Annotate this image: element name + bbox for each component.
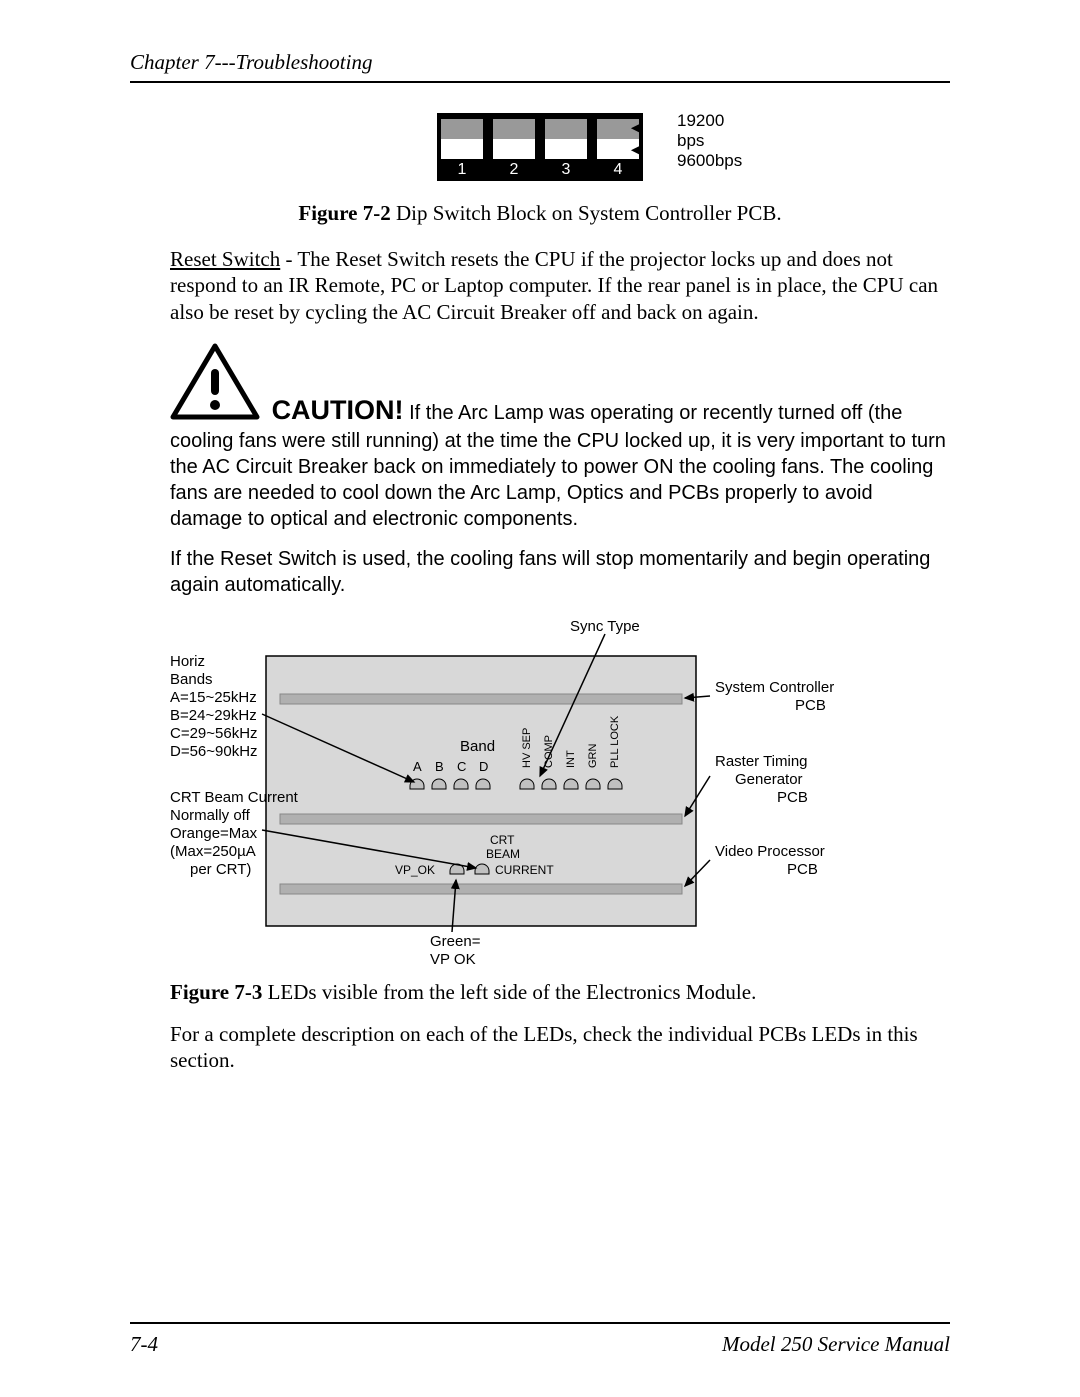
reset-rest: - The Reset Switch resets the CPU if the… [170,247,938,324]
svg-text:CRT: CRT [490,833,515,847]
svg-text:per CRT): per CRT) [190,861,251,878]
caution-block: CAUTION! If the Arc Lamp was operating o… [130,343,950,532]
svg-text:Bands: Bands [170,671,213,688]
page-number: 7-4 [130,1332,158,1357]
page-footer: 7-4 Model 250 Service Manual [130,1322,950,1357]
svg-text:C=29~56kHz: C=29~56kHz [170,725,258,742]
arrow-left-icon: ◄ [627,139,647,162]
svg-text:System Controller: System Controller [715,679,834,696]
caution-word: CAUTION! [272,395,404,425]
svg-text:CURRENT: CURRENT [495,863,554,877]
figure-2-wrap: Band ABCD HV SEP COMP INT GRN PLL LOCK CRTBEAM V… [130,616,950,966]
warning-triangle-icon [170,343,260,428]
reset-lead: Reset Switch [170,247,280,271]
dip-bottom-3 [545,139,587,159]
figure2-text: LEDs visible from the left side of the E… [262,980,756,1004]
page-header: Chapter 7---Troubleshooting [130,50,950,83]
svg-text:C: C [457,759,466,774]
svg-text:Raster Timing: Raster Timing [715,753,808,770]
svg-text:BEAM: BEAM [486,847,520,861]
svg-text:PLL LOCK: PLL LOCK [609,715,621,768]
svg-text:VP_OK: VP_OK [395,863,435,877]
dip-num-1: 1 [458,161,467,179]
dip-bottom-2 [493,139,535,159]
dip-num-3: 3 [562,161,571,179]
figure-1-wrap: 1 2 3 4 [130,113,950,181]
svg-text:Green=: Green= [430,933,481,950]
dip-switch-block: 1 2 3 4 [437,113,643,181]
svg-text:Generator: Generator [735,771,803,788]
dip-top-3 [545,119,587,139]
dip-num-4: 4 [614,161,623,179]
electronics-module-diagram: Band ABCD HV SEP COMP INT GRN PLL LOCK CRTBEAM V… [170,616,870,966]
svg-text:PCB: PCB [787,861,818,878]
manual-name: Model 250 Service Manual [722,1332,950,1357]
svg-text:B: B [435,759,444,774]
svg-text:COMP: COMP [543,735,555,768]
svg-text:B=24~29kHz: B=24~29kHz [170,707,257,724]
dip-top-1 [441,119,483,139]
dip-cell-1: 1 [441,119,483,179]
figure2-caption: Figure 7-3 LEDs visible from the left si… [130,980,950,1005]
svg-text:Normally off: Normally off [170,807,251,824]
reset-paragraph: Reset Switch - The Reset Switch resets t… [130,246,950,325]
svg-text:PCB: PCB [795,697,826,714]
dip-label-top: 19200 bps [677,111,742,151]
svg-text:INT: INT [565,750,577,768]
svg-text:CRT Beam Current: CRT Beam Current [170,789,299,806]
figure1-text: Dip Switch Block on System Controller PC… [391,201,782,225]
dip-labels: 19200 bps 9600bps [677,111,742,171]
dip-switch-outer: 1 2 3 4 [437,113,643,181]
dip-cell-2: 2 [493,119,535,179]
caution-text2: If the Reset Switch is used, the cooling… [130,546,950,598]
svg-text:VP OK: VP OK [430,951,476,966]
svg-text:Video Processor: Video Processor [715,843,825,860]
figure2-label: Figure 7-3 [170,980,262,1004]
svg-text:Sync Type: Sync Type [570,618,640,635]
chapter-title: Chapter 7---Troubleshooting [130,50,372,74]
closing-text: For a complete description on each of th… [130,1021,950,1074]
dip-cell-3: 3 [545,119,587,179]
dip-bottom-1 [441,139,483,159]
svg-text:D: D [479,759,488,774]
arrow-left-icon: ◄ [627,117,647,140]
svg-text:(Max=250µA: (Max=250µA [170,843,256,860]
dip-label-bottom: 9600bps [677,151,742,171]
svg-text:HV SEP: HV SEP [521,727,533,767]
dip-row: 1 2 3 4 [441,119,639,179]
svg-text:Horiz: Horiz [170,653,205,670]
svg-text:Band: Band [460,738,495,755]
svg-text:PCB: PCB [777,789,808,806]
svg-text:A: A [413,759,422,774]
svg-text:GRN: GRN [587,743,599,768]
figure1-label: Figure 7-2 [298,201,390,225]
dip-top-2 [493,119,535,139]
figure1-caption: Figure 7-2 Dip Switch Block on System Co… [130,201,950,226]
svg-text:Orange=Max: Orange=Max [170,825,258,842]
svg-text:D=56~90kHz: D=56~90kHz [170,743,258,760]
page: Chapter 7---Troubleshooting 1 2 [0,0,1080,1397]
dip-num-2: 2 [510,161,519,179]
svg-text:A=15~25kHz: A=15~25kHz [170,689,257,706]
